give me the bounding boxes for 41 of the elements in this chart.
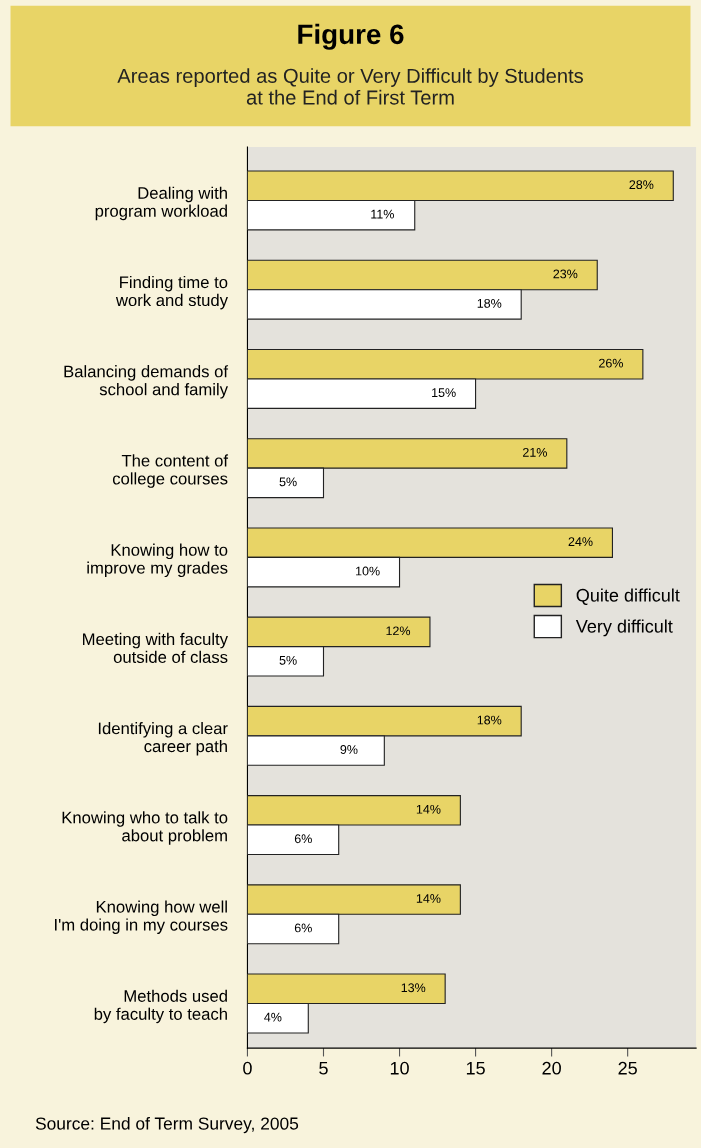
legend-label: Quite difficult — [576, 588, 680, 605]
data-label: 10% — [356, 566, 380, 576]
data-label: 23% — [553, 269, 578, 279]
data-label: 21% — [523, 447, 547, 457]
chart-subtitle: Areas reported as Quite or Very Difficult by Students at the End of First Term — [117, 68, 583, 105]
data-label: 18% — [477, 715, 502, 725]
data-label: 5% — [279, 477, 297, 487]
data-label: 11% — [371, 209, 394, 219]
chart-title: Figure 6 — [298, 23, 404, 50]
y-tick-label: Meeting with faculty outside of class — [83, 632, 228, 663]
data-label: 9% — [340, 745, 358, 754]
y-tick-label: Knowing how to improve my grades — [87, 543, 228, 578]
data-label: 6% — [294, 834, 312, 844]
y-tick-label: Identifying a clear career path — [98, 722, 228, 756]
data-label: 14% — [416, 894, 441, 903]
y-tick-label: Methods used by faculty to teach — [94, 989, 227, 1024]
data-label: 12% — [386, 626, 411, 636]
data-label: 6% — [294, 923, 312, 933]
x-tick-label: 15 — [466, 1061, 485, 1075]
x-tick-label: 10 — [390, 1061, 409, 1075]
y-tick-label: Dealing with program workload — [95, 186, 227, 221]
data-label: 18% — [477, 298, 502, 308]
legend-label: Very difficult — [575, 619, 673, 637]
x-tick-label: 5 — [319, 1061, 328, 1075]
x-tick-label: 20 — [542, 1061, 561, 1075]
y-tick-label: Finding time to work and study — [115, 275, 228, 310]
y-tick-label: The content of college courses — [112, 454, 229, 488]
data-label: 13% — [401, 983, 426, 993]
x-tick-label: 0 — [243, 1061, 252, 1075]
source-note: Source: End of Term Survey, 2005 — [35, 1116, 299, 1134]
data-label: 28% — [629, 180, 654, 190]
data-label: 15% — [432, 388, 456, 398]
y-tick-label: Balancing demands of school and family — [64, 365, 229, 399]
data-label: 26% — [599, 358, 623, 368]
y-tick-label: Knowing who to talk to about problem — [62, 811, 228, 845]
data-label: 5% — [279, 655, 297, 665]
x-tick-label: 25 — [618, 1061, 637, 1075]
data-label: 4% — [264, 1012, 282, 1022]
data-label: 24% — [568, 537, 593, 546]
data-label: 14% — [416, 804, 441, 814]
y-tick-label: Knowing how well I'm doing in my courses — [55, 900, 228, 934]
